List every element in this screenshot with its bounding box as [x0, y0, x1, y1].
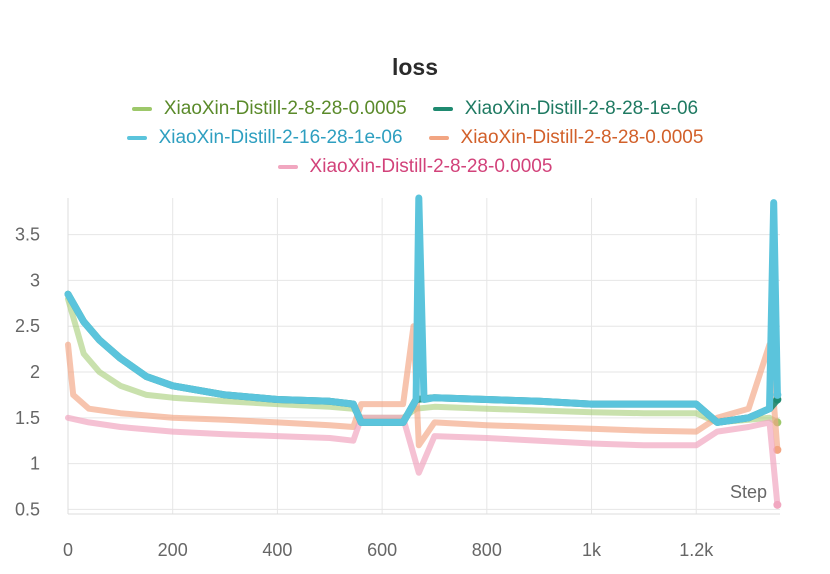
- legend-item-4[interactable]: XiaoXin-Distill-2-8-28-0.0005: [428, 126, 704, 149]
- x-tick-label-1: 200: [158, 540, 188, 560]
- y-tick-label-6: 3.5: [15, 225, 40, 245]
- series-line-3: [64, 194, 781, 426]
- chart-title: loss: [391, 54, 439, 80]
- y-tick-label-3: 2: [30, 362, 40, 382]
- y-tick-label-5: 3: [30, 270, 40, 290]
- legend-item-3[interactable]: XiaoXin-Distill-2-16-28-1e-06: [126, 126, 403, 149]
- legend: XiaoXin-Distill-2-8-28-0.0005 XiaoXin-Dis…: [0, 94, 830, 181]
- y-tick-label-2: 1.5: [15, 408, 40, 428]
- legend-row-3: XiaoXin-Distill-2-8-28-0.0005: [0, 152, 830, 181]
- series-end-point-4: [773, 445, 782, 454]
- legend-item-1[interactable]: XiaoXin-Distill-2-8-28-0.0005: [131, 97, 407, 120]
- series-line-5: [65, 414, 781, 508]
- x-tick-label-4: 800: [472, 540, 502, 560]
- x-tick-label-6: 1.2k: [679, 540, 714, 560]
- series-end-point-5: [773, 500, 782, 509]
- x-tick-label-5: 1k: [582, 540, 602, 560]
- legend-row-2: XiaoXin-Distill-2-16-28-1e-06 XiaoXin-Dis…: [0, 123, 830, 152]
- legend-swatch-2: [432, 106, 453, 111]
- legend-swatch-5: [277, 164, 298, 169]
- y-tick-label-0: 0.5: [15, 499, 40, 519]
- x-tick-label-3: 600: [367, 540, 397, 560]
- series-line-4: [65, 323, 781, 453]
- x-tick-label-2: 400: [262, 540, 292, 560]
- legend-item-5[interactable]: XiaoXin-Distill-2-8-28-0.0005: [277, 155, 553, 178]
- y-tick-label-4: 2.5: [15, 316, 40, 336]
- legend-swatch-1: [131, 106, 152, 111]
- legend-label-1: XiaoXin-Distill-2-8-28-0.0005: [163, 97, 407, 119]
- legend-label-4: XiaoXin-Distill-2-8-28-0.0005: [460, 126, 704, 148]
- x-tick-label-0: 0: [63, 540, 73, 560]
- legend-swatch-3: [126, 135, 147, 140]
- x-axis-label: Step: [730, 482, 767, 502]
- y-tick-label-1: 1: [30, 454, 40, 474]
- legend-label-3: XiaoXin-Distill-2-16-28-1e-06: [158, 126, 403, 148]
- legend-label-2: XiaoXin-Distill-2-8-28-1e-06: [464, 97, 699, 119]
- legend-label-5: XiaoXin-Distill-2-8-28-0.0005: [309, 155, 553, 177]
- series-end-point-3: [773, 390, 782, 399]
- series-lines: [64, 194, 782, 509]
- legend-row-1: XiaoXin-Distill-2-8-28-0.0005 XiaoXin-Dis…: [0, 94, 830, 123]
- legend-item-2[interactable]: XiaoXin-Distill-2-8-28-1e-06: [432, 97, 699, 120]
- tick-labels: 0.5 1 1.5 2 2.5 3 3.5 0 200 400 600 800 1k 1.2k: [15, 225, 714, 560]
- legend-swatch-4: [428, 135, 449, 140]
